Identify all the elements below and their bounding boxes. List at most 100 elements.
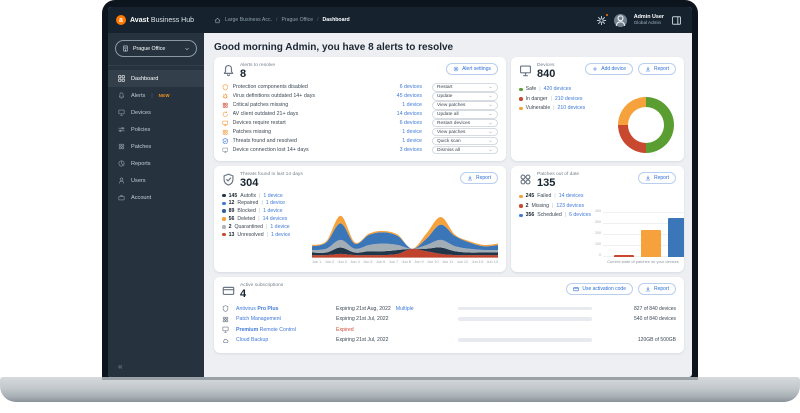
- x-axis-label: Jun 2: [324, 260, 335, 264]
- breadcrumb-item[interactable]: Large Business Acc.: [225, 17, 273, 23]
- chevron-down-icon: [488, 85, 493, 90]
- legend-devices-link[interactable]: 420 devices: [543, 86, 572, 93]
- alert-action-dropdown[interactable]: Dismiss all: [432, 146, 498, 155]
- alert-devices-link[interactable]: 3 devices: [399, 147, 422, 154]
- legend-dot: [222, 201, 226, 206]
- user-icon: [614, 14, 627, 27]
- alert-action-dropdown[interactable]: Quick scan: [432, 137, 498, 146]
- alert-devices-link[interactable]: 6 devices: [399, 84, 422, 91]
- breadcrumb-separator: /: [276, 17, 278, 23]
- x-axis-label: Jun 7: [388, 260, 399, 264]
- user-info: Admin User Global Admin: [634, 14, 664, 26]
- subscriptions-card: Active subscriptions 4 Use activation co…: [214, 277, 684, 353]
- sidebar-item-policies[interactable]: Policies: [108, 121, 204, 138]
- legend-devices-link[interactable]: 1 device: [270, 231, 291, 238]
- subscription-name-link[interactable]: Antivirus Pro Plus: [236, 305, 279, 312]
- monitor-icon: [222, 147, 229, 154]
- sidebar-item-label: Policies: [131, 126, 151, 133]
- sidebar-item-users[interactable]: Users: [108, 172, 204, 189]
- legend-devices-link[interactable]: 6 devices: [569, 212, 592, 219]
- y-axis-tick: 300: [595, 219, 602, 224]
- alert-devices-link[interactable]: 1 device: [402, 138, 422, 145]
- sliders-icon: [118, 126, 125, 133]
- gridline: [603, 212, 684, 213]
- sidebar-item-reports[interactable]: Reports: [108, 155, 204, 172]
- alert-settings-button[interactable]: Alert settings: [446, 63, 498, 75]
- patches-report-button[interactable]: Report: [637, 172, 676, 184]
- threats-report-button[interactable]: Report: [459, 172, 498, 184]
- legend-devices-link[interactable]: 1 device: [265, 200, 286, 207]
- sidebar-item-devices[interactable]: Devices: [108, 104, 204, 121]
- subscription-row: Premium Remote Control Expired: [222, 326, 676, 333]
- patches-icon: [519, 173, 532, 186]
- notification-dot: [604, 12, 609, 17]
- download-icon: [645, 66, 651, 72]
- legend-devices-link[interactable]: 123 devices: [556, 202, 585, 209]
- alert-devices-link[interactable]: 14 devices: [396, 111, 422, 118]
- legend-dot: [519, 87, 523, 92]
- legend-devices-link[interactable]: 14 devices: [262, 215, 288, 222]
- screen: a Avast Business Hub Large Business Acc.…: [108, 7, 692, 377]
- legend-devices-link[interactable]: 1 device: [263, 192, 283, 199]
- sidebar-item-label: Account: [131, 194, 152, 201]
- sidebar-collapse-icon[interactable]: «: [118, 362, 123, 371]
- devices-donut-chart: [618, 97, 674, 153]
- breadcrumb-item[interactable]: Dashboard: [322, 17, 350, 23]
- bell-icon: [222, 64, 235, 77]
- alert-label: Patches missing: [232, 129, 272, 136]
- sidebar-item-account[interactable]: Account: [108, 189, 204, 206]
- sidebar: Prague Office Dashboard Alerts | NEW Dev…: [108, 33, 204, 377]
- alert-action-dropdown[interactable]: Update: [432, 92, 498, 101]
- sidebar-item-patches[interactable]: Patches: [108, 138, 204, 155]
- bar-missing: [614, 254, 635, 257]
- sidebar-item-alerts[interactable]: Alerts | NEW: [108, 87, 204, 104]
- alert-action-dropdown[interactable]: View patches: [432, 128, 498, 137]
- settings-gear-button[interactable]: [596, 12, 609, 26]
- alert-action-dropdown[interactable]: Restart: [432, 83, 498, 92]
- alert-label: Virus definitions outdated 14+ days: [232, 93, 316, 100]
- briefcase-icon: [118, 194, 125, 201]
- legend-devices-link[interactable]: 210 devices: [554, 95, 583, 102]
- legend-separator: |: [266, 223, 268, 230]
- legend-row: Safe | 420 devices: [519, 85, 676, 95]
- legend-devices-link[interactable]: 1 device: [270, 223, 290, 230]
- use-activation-code-button[interactable]: Use activation code: [566, 283, 633, 295]
- subscription-expiry: Expiring 21st Jul, 2022: [336, 337, 389, 344]
- subscriptions-report-button[interactable]: Report: [637, 283, 676, 295]
- multiple-link[interactable]: Multiple: [395, 305, 414, 312]
- alert-devices-link[interactable]: 1 device: [402, 102, 422, 109]
- org-selector[interactable]: Prague Office: [115, 40, 197, 57]
- add-device-button[interactable]: Add device: [585, 63, 633, 75]
- download-icon: [645, 286, 651, 292]
- threats-area-chart: Jun 1 Jun 2 Jun 3 Jun 4 Jun 5 Jun 6 Jun 7 Jun 8…: [312, 192, 498, 266]
- alert-row: Device connection lost 14+ days 3 device…: [222, 146, 498, 155]
- subscription-name-link[interactable]: Patch Management: [236, 316, 281, 323]
- alert-devices-link[interactable]: 1 device: [402, 129, 422, 136]
- legend-devices-link[interactable]: 210 devices: [557, 105, 586, 112]
- breadcrumb-item[interactable]: Prague Office: [281, 17, 314, 23]
- alert-devices-link[interactable]: 6 devices: [399, 120, 422, 127]
- legend-count: 2: [228, 223, 232, 230]
- legend-separator: |: [553, 105, 555, 112]
- legend-devices-link[interactable]: 1 device: [263, 208, 283, 215]
- legend-dot: [519, 204, 523, 208]
- avatar[interactable]: [613, 13, 627, 27]
- alerts-card-title: Alerts to resolve: [240, 63, 276, 68]
- subscription-name-link[interactable]: Premium Remote Control: [236, 326, 296, 333]
- help-guide-button[interactable]: [671, 15, 682, 26]
- legend-devices-link[interactable]: 14 devices: [558, 193, 584, 200]
- alert-action-dropdown[interactable]: Restart devices: [432, 119, 498, 128]
- topbar-right: Admin User Global Admin: [596, 12, 692, 27]
- sidebar-item-dashboard[interactable]: Dashboard: [108, 70, 204, 87]
- alert-action-dropdown[interactable]: View patches: [432, 101, 498, 110]
- alert-action-dropdown[interactable]: Update all: [432, 110, 498, 119]
- legend-row: 245 Failed | 14 devices: [519, 192, 591, 202]
- devices-report-button[interactable]: Report: [637, 63, 676, 75]
- laptop-base: [0, 377, 800, 402]
- legend-label: Failed: [537, 193, 552, 200]
- alert-devices-link[interactable]: 45 devices: [396, 93, 422, 100]
- subscription-name-link[interactable]: Cloud Backup: [236, 337, 269, 344]
- bar-group: [611, 209, 684, 257]
- threats-count: 304: [240, 177, 259, 189]
